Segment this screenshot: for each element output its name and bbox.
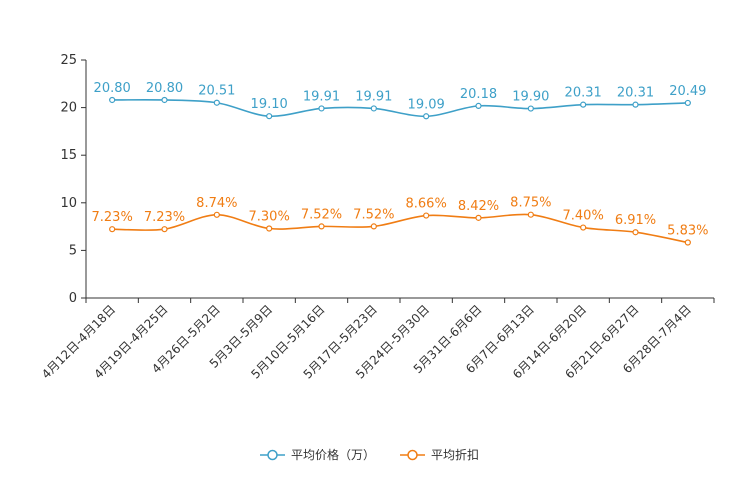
data-point bbox=[370, 223, 377, 230]
data-point bbox=[423, 212, 430, 219]
y-tick-label: 15 bbox=[60, 148, 77, 163]
data-point bbox=[423, 113, 430, 120]
y-tick-label: 20 bbox=[60, 101, 77, 116]
y-tick-label: 10 bbox=[60, 196, 77, 211]
data-point bbox=[527, 211, 534, 218]
data-label: 19.09 bbox=[408, 97, 445, 112]
legend-label: 平均折扣 bbox=[431, 447, 479, 462]
data-point bbox=[475, 102, 482, 109]
data-point bbox=[370, 105, 377, 112]
data-point bbox=[318, 105, 325, 112]
data-label: 20.80 bbox=[94, 81, 131, 96]
data-point bbox=[318, 223, 325, 230]
data-label: 8.66% bbox=[406, 197, 447, 212]
data-label: 19.91 bbox=[355, 89, 392, 104]
data-point bbox=[684, 239, 691, 246]
data-point bbox=[161, 96, 168, 104]
legend-item: 平均价格（万） bbox=[260, 447, 375, 462]
y-tick-label: 5 bbox=[69, 243, 77, 258]
data-label: 19.91 bbox=[303, 89, 340, 104]
data-point bbox=[161, 226, 168, 233]
data-point bbox=[684, 99, 691, 107]
legend-label: 平均价格（万） bbox=[291, 447, 375, 462]
data-point bbox=[266, 113, 273, 120]
data-point bbox=[109, 96, 116, 104]
data-point bbox=[527, 105, 534, 112]
data-label: 19.90 bbox=[512, 90, 549, 105]
data-label: 8.42% bbox=[458, 199, 499, 214]
data-label: 7.52% bbox=[353, 207, 394, 222]
data-label: 20.31 bbox=[617, 86, 654, 101]
data-label: 5.83% bbox=[667, 223, 708, 238]
legend-marker-icon bbox=[407, 449, 418, 461]
data-point bbox=[213, 99, 220, 106]
data-point bbox=[632, 229, 639, 236]
data-label: 7.52% bbox=[301, 207, 342, 222]
y-tick-label: 0 bbox=[69, 291, 77, 306]
legend-item: 平均折扣 bbox=[400, 447, 479, 462]
data-label: 7.23% bbox=[144, 210, 185, 225]
data-label: 20.18 bbox=[460, 87, 497, 102]
data-point bbox=[632, 101, 639, 108]
data-point bbox=[580, 101, 587, 108]
data-label: 6.91% bbox=[615, 213, 656, 228]
data-label: 20.51 bbox=[198, 84, 235, 99]
data-label: 20.31 bbox=[565, 86, 602, 101]
data-label: 19.10 bbox=[251, 97, 288, 112]
legend-marker-icon bbox=[267, 449, 278, 461]
y-tick-label: 25 bbox=[60, 53, 77, 68]
series-line-avg-price bbox=[112, 98, 688, 118]
data-label: 7.23% bbox=[92, 210, 133, 225]
data-label: 8.74% bbox=[196, 196, 237, 211]
data-point bbox=[266, 225, 273, 232]
data-point bbox=[475, 214, 482, 221]
data-point bbox=[580, 224, 587, 231]
data-label: 7.30% bbox=[249, 210, 290, 225]
data-label: 7.40% bbox=[563, 209, 604, 224]
data-label: 20.49 bbox=[669, 84, 706, 99]
data-point bbox=[109, 226, 116, 233]
data-label: 8.75% bbox=[510, 196, 551, 211]
series-line-avg-discount bbox=[112, 213, 688, 244]
data-label: 20.80 bbox=[146, 81, 183, 96]
data-point bbox=[213, 211, 220, 218]
